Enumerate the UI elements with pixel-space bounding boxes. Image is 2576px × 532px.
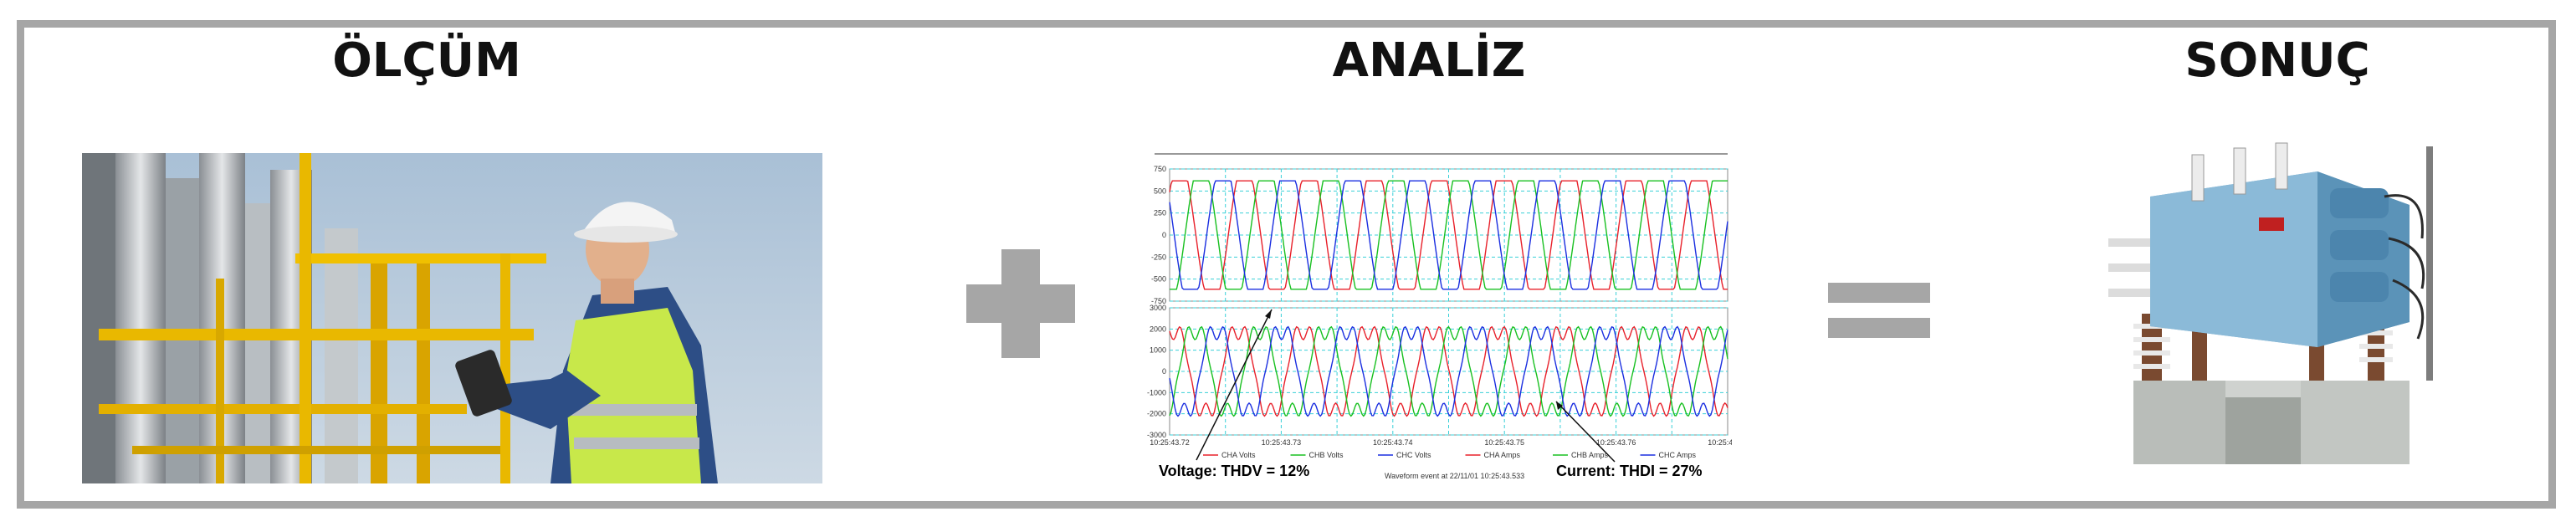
current-y-tick-label: 3000 <box>1150 304 1166 312</box>
legend-label: CHB Amps <box>1571 451 1609 459</box>
legend-label: CHA Volts <box>1221 451 1256 459</box>
x-tick-label: 10:25:43.75 <box>1484 438 1524 447</box>
engineer-with-meter-illustration <box>82 153 822 483</box>
voltage-y-tick-label: 750 <box>1154 165 1166 173</box>
cha-volts-series <box>1169 180 1728 290</box>
heading-analysis: ANALİZ <box>1332 33 1526 88</box>
current-y-tick-label: -1000 <box>1147 388 1166 396</box>
chb-amps-series <box>1169 325 1728 417</box>
current-y-tick-label: 2000 <box>1150 325 1166 333</box>
chc-volts-series <box>1169 180 1728 290</box>
x-tick-label: 10:25:43.72 <box>1150 438 1190 447</box>
x-tick-label: 10:25:43.73 <box>1262 438 1302 447</box>
legend-label: CHC Amps <box>1659 451 1697 459</box>
voltage-y-tick-label: -500 <box>1151 275 1166 284</box>
chc-amps-series <box>1169 325 1728 417</box>
voltage-y-tick-label: 250 <box>1154 209 1166 217</box>
legend-label: CHC Volts <box>1396 451 1431 459</box>
voltage-y-tick-label: 0 <box>1162 231 1166 239</box>
waveform-chart: 750 500 250 0 -250 -500 -750 3000 2000 1000 0 -1000… <box>1121 151 1748 494</box>
legend-label: CHA Amps <box>1484 451 1521 459</box>
voltage-y-tick-label: 500 <box>1154 187 1166 195</box>
heading-result: SONUÇ <box>2184 33 2370 88</box>
voltage-y-tick-label: -250 <box>1151 253 1166 261</box>
legend-label: CHB Volts <box>1309 451 1344 459</box>
x-tick-label: 10:25:43.74 <box>1373 438 1413 447</box>
x-tick-label: 10:25:43.77 <box>1708 438 1732 447</box>
heading-measure: ÖLÇÜM <box>332 33 521 88</box>
current-y-tick-label: -3000 <box>1147 431 1166 439</box>
voltage-arrowhead <box>1265 309 1272 319</box>
current-annotation-arrow <box>1555 401 1616 463</box>
voltage-annotation-arrow <box>1196 309 1273 461</box>
waveform-footer: Waveform event at 22/11/01 10:25:43.533 <box>1385 472 1525 480</box>
current-thd-label: Current: THDI = 27% <box>1556 463 1703 479</box>
diagram-frame <box>17 20 2556 509</box>
engineer-photo <box>82 153 822 483</box>
harmonic-filter-equipment-illustration <box>2100 138 2451 489</box>
voltage-thd-label: Voltage: THDV = 12% <box>1159 463 1310 479</box>
current-y-tick-label: -2000 <box>1147 410 1166 418</box>
cha-amps-series <box>1169 325 1728 417</box>
chb-volts-series <box>1170 180 1728 290</box>
current-arrowhead <box>1556 402 1563 410</box>
current-y-tick-label: 1000 <box>1150 346 1166 355</box>
x-tick-label: 10:25:43.76 <box>1596 438 1636 447</box>
voltage-y-tick-label: -750 <box>1151 297 1166 305</box>
current-y-tick-label: 0 <box>1162 367 1166 376</box>
equipment-photo <box>2100 138 2451 489</box>
